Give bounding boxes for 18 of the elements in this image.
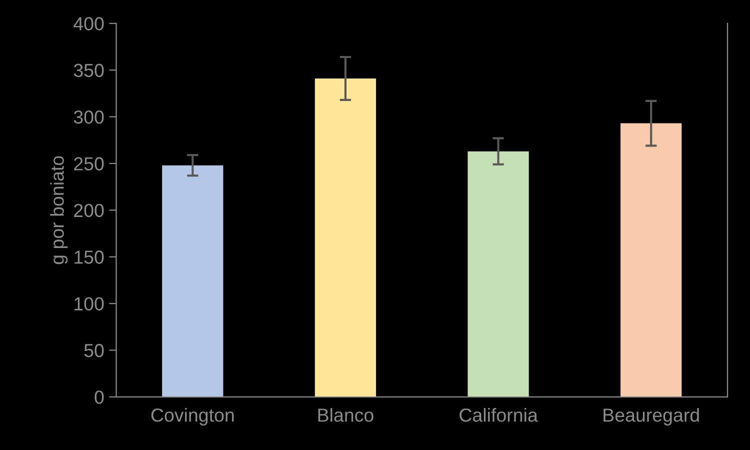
y-tick-label: 250 bbox=[74, 157, 104, 170]
x-tick-label: California bbox=[460, 408, 538, 422]
y-tick-label: 350 bbox=[74, 64, 104, 78]
bar bbox=[314, 78, 376, 397]
y-tick-label: 200 bbox=[74, 204, 104, 218]
x-tick-label: Beauregard bbox=[604, 408, 699, 426]
bar bbox=[162, 165, 224, 397]
y-tick-label: 100 bbox=[74, 297, 104, 311]
y-tick-label: 0 bbox=[94, 390, 104, 404]
x-tick-label: Blanco bbox=[318, 408, 374, 422]
y-tick-label: 150 bbox=[74, 250, 104, 264]
bar bbox=[468, 151, 529, 397]
y-tick-label: 400 bbox=[74, 17, 104, 30]
y-axis-title: g por boniato bbox=[50, 156, 68, 264]
x-tick-label: Covington bbox=[151, 408, 234, 426]
y-tick-label: 300 bbox=[74, 110, 104, 124]
bar bbox=[620, 123, 682, 397]
y-tick-label: 50 bbox=[84, 344, 104, 358]
